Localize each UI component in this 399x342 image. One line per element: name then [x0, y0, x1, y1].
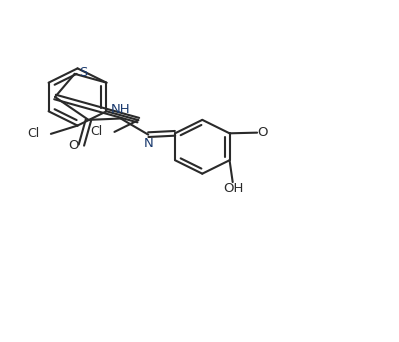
Text: O: O — [257, 126, 267, 139]
Text: Cl: Cl — [27, 127, 39, 140]
Text: S: S — [79, 66, 87, 79]
Text: N: N — [144, 137, 154, 150]
Text: NH: NH — [111, 103, 130, 116]
Text: Cl: Cl — [91, 126, 103, 139]
Text: OH: OH — [223, 182, 243, 195]
Text: O: O — [68, 139, 79, 152]
